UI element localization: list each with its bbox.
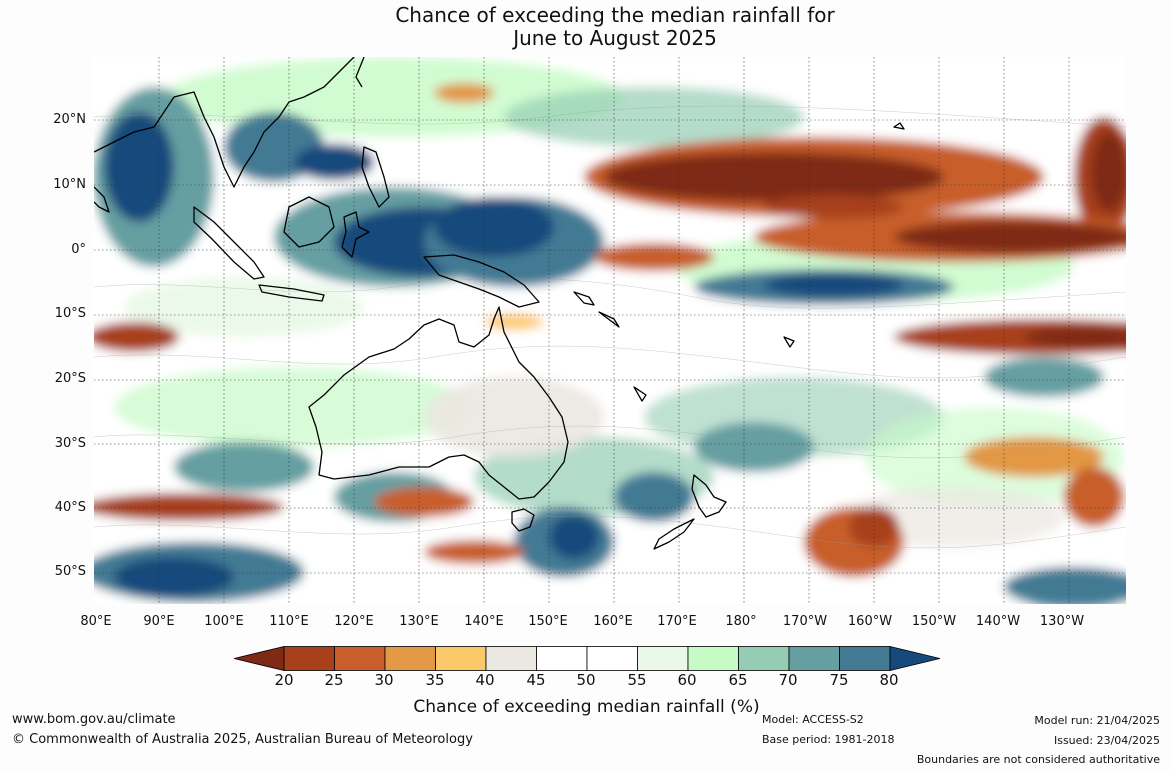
colorbar-cell bbox=[637, 646, 689, 671]
mainland-asia-outline bbox=[94, 57, 355, 188]
colorbar-arrow-high bbox=[889, 646, 940, 671]
colorbar-tick-80: 80 bbox=[879, 671, 899, 689]
colorbar-tick-30: 30 bbox=[374, 671, 394, 689]
colorbar-label: Chance of exceeding median rainfall (%) bbox=[0, 697, 1173, 717]
colorbar-cell bbox=[839, 646, 891, 671]
lon-label-170w: 170°W bbox=[782, 614, 828, 629]
colorbar-tick-25: 25 bbox=[324, 671, 344, 689]
map-title-line-1: Chance of exceeding the median rainfall … bbox=[395, 3, 835, 27]
map-title: Chance of exceeding the median rainfall … bbox=[0, 4, 1173, 50]
sulawesi-outline bbox=[341, 211, 370, 258]
colorbar-tick-35: 35 bbox=[425, 671, 445, 689]
boundaries-disclaimer: Boundaries are not considered authoritat… bbox=[916, 753, 1160, 766]
colorbar-tick-75: 75 bbox=[829, 671, 849, 689]
lon-label-150e: 150°E bbox=[528, 614, 568, 629]
copyright-notice: © Commonwealth of Australia 2025, Austra… bbox=[12, 732, 473, 747]
colorbar-tick-65: 65 bbox=[728, 671, 748, 689]
lat-label-0: 0° bbox=[71, 242, 86, 257]
new-zealand-outline bbox=[653, 474, 727, 550]
rainfall-map[interactable] bbox=[94, 57, 1126, 604]
colorbar-cell bbox=[283, 646, 335, 671]
colorbar-cell bbox=[586, 646, 638, 671]
lon-label-110e: 110°E bbox=[269, 614, 309, 629]
colorbar-cell bbox=[738, 646, 790, 671]
lon-label-120e: 120°E bbox=[334, 614, 374, 629]
colorbar-tick-50: 50 bbox=[576, 671, 596, 689]
rainfall-map-svg bbox=[94, 57, 1126, 604]
contour-lines bbox=[94, 105, 1126, 549]
coastlines bbox=[94, 57, 905, 550]
issued-date: Issued: 23/04/2025 bbox=[1053, 734, 1160, 747]
lat-label-40s: 40°S bbox=[54, 500, 86, 515]
lon-label-130w: 130°W bbox=[1039, 614, 1085, 629]
colorbar-cell bbox=[485, 646, 537, 671]
colorbar-arrow-low bbox=[234, 646, 285, 671]
colorbar-tick-45: 45 bbox=[526, 671, 546, 689]
lon-label-150w: 150°W bbox=[911, 614, 957, 629]
model-name: Model: ACCESS-S2 bbox=[762, 713, 864, 726]
source-url[interactable]: www.bom.gov.au/climate bbox=[12, 712, 176, 727]
colorbar-tick-20: 20 bbox=[274, 671, 294, 689]
colorbar-tick-60: 60 bbox=[677, 671, 697, 689]
sumatra-outline bbox=[193, 206, 265, 280]
colorbar-cell bbox=[435, 646, 487, 671]
lon-label-140e: 140°E bbox=[464, 614, 504, 629]
lon-label-130e: 130°E bbox=[399, 614, 439, 629]
lat-label-30s: 30°S bbox=[54, 436, 86, 451]
lon-label-160e: 160°E bbox=[593, 614, 633, 629]
base-period: Base period: 1981-2018 bbox=[762, 733, 895, 746]
tasmania-outline bbox=[511, 508, 535, 532]
lat-label-10n: 10°N bbox=[53, 177, 86, 192]
lon-label-160w: 160°W bbox=[847, 614, 893, 629]
lon-label-180: 180° bbox=[725, 614, 757, 629]
map-title-line-2: June to August 2025 bbox=[513, 26, 717, 50]
colorbar-label-text: Chance of exceeding median rainfall (%) bbox=[413, 697, 760, 717]
australia-outline bbox=[308, 306, 569, 500]
java-outline bbox=[258, 284, 325, 302]
colorbar-cell bbox=[334, 646, 386, 671]
lon-label-140w: 140°W bbox=[975, 614, 1021, 629]
lat-label-10s: 10°S bbox=[54, 306, 86, 321]
colorbar-tick-55: 55 bbox=[627, 671, 647, 689]
colorbar-cell bbox=[687, 646, 739, 671]
colorbar-tick-70: 70 bbox=[778, 671, 798, 689]
colorbar-cell bbox=[788, 646, 840, 671]
colorbar bbox=[234, 646, 940, 671]
lat-label-20s: 20°S bbox=[54, 371, 86, 386]
colorbar-cell bbox=[536, 646, 588, 671]
graticule bbox=[94, 57, 1126, 604]
new-guinea-outline bbox=[423, 254, 540, 308]
borneo-outline bbox=[283, 196, 335, 248]
lat-label-20n: 20°N bbox=[53, 112, 86, 127]
lon-label-90e: 90°E bbox=[143, 614, 175, 629]
model-run-date: Model run: 21/04/2025 bbox=[1034, 714, 1160, 727]
lon-label-80e: 80°E bbox=[80, 614, 112, 629]
lon-label-170e: 170°E bbox=[657, 614, 697, 629]
probability-field bbox=[94, 57, 1126, 604]
lat-label-50s: 50°S bbox=[54, 564, 86, 579]
colorbar-tick-40: 40 bbox=[475, 671, 495, 689]
philippines-outline bbox=[361, 146, 390, 208]
colorbar-cell bbox=[384, 646, 436, 671]
lon-label-100e: 100°E bbox=[204, 614, 244, 629]
